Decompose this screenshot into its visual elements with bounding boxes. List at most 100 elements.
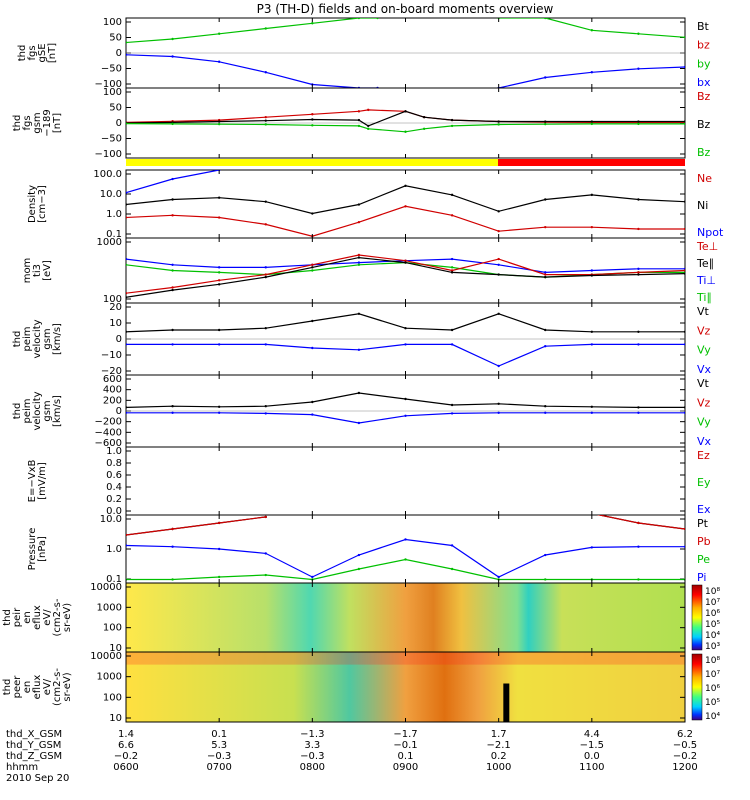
y-axis-label-line: gSE <box>37 43 48 62</box>
series-point <box>217 32 221 35</box>
y-tick-label: 10000 <box>90 582 122 593</box>
series-point <box>311 266 314 269</box>
y-tick-label: 600 <box>103 374 122 385</box>
series-line-vx <box>126 412 685 424</box>
ephemeris-y-value: −0.1 <box>393 740 417 751</box>
y-tick-label: 0 <box>116 334 122 345</box>
series-point <box>264 412 267 415</box>
series-point <box>497 273 500 276</box>
series-point <box>404 261 407 264</box>
y-axis-label-line: eV/ <box>42 609 53 626</box>
y-axis-label-line: (cm2-s- <box>52 598 63 636</box>
series-point <box>404 184 407 188</box>
series-point <box>544 328 547 332</box>
series-point <box>683 545 685 548</box>
status-bar-red <box>498 159 685 166</box>
y-tick-label: 0 <box>116 406 122 417</box>
y-axis-label-line: eV/ <box>42 678 53 695</box>
series-point <box>357 567 361 571</box>
series-point <box>264 327 267 330</box>
series-point <box>217 120 221 123</box>
series-point <box>126 411 128 414</box>
series-point <box>264 343 267 346</box>
legend-label-vx: Vx <box>697 363 712 376</box>
y-axis-label-line: [eV] <box>42 260 53 281</box>
y-tick-label: 0 <box>116 118 122 129</box>
ephemeris-x-value: 6.2 <box>677 729 693 740</box>
figure-title: P3 (TH-D) fields and on-board moments ov… <box>257 2 554 16</box>
series-point <box>590 274 594 277</box>
legend-label-vy: Vy <box>697 416 711 429</box>
series-point <box>217 196 221 199</box>
series-point <box>126 41 128 44</box>
series-point <box>311 346 314 350</box>
ephemeris-x-value: −1.3 <box>300 729 324 740</box>
series-point <box>683 269 685 272</box>
legend-label-bz: Bz <box>697 118 711 131</box>
series-point <box>544 18 547 20</box>
series-point <box>126 544 128 547</box>
series-point <box>357 220 361 224</box>
series-line-npot <box>126 170 220 194</box>
series-point <box>497 263 500 266</box>
series-point <box>171 328 174 332</box>
y-tick-label: 50 <box>109 103 122 114</box>
series-point <box>590 120 594 123</box>
y-tick-label: 1000 <box>97 602 122 613</box>
series-point <box>171 343 174 346</box>
series-point <box>217 575 221 579</box>
legend-label-ez: Ez <box>697 449 710 462</box>
series-point <box>450 257 454 261</box>
y-axis-label-line: peer <box>12 675 23 699</box>
legend-label-vt: Vt <box>697 377 710 390</box>
time-tick-label: 1000 <box>486 762 511 773</box>
series-point <box>637 198 640 201</box>
y-axis-label-line: [cm−3] <box>37 185 48 223</box>
legend-label-vy: Vy <box>697 344 711 357</box>
series-line-ne <box>126 205 685 237</box>
series-line-bx <box>126 54 685 88</box>
legend-label-ni: Ni <box>697 199 708 212</box>
series-point <box>357 124 361 128</box>
y-tick-label: 20 <box>109 302 122 313</box>
series-point <box>217 271 221 274</box>
series-point <box>404 343 407 346</box>
series-point <box>637 521 640 525</box>
y-axis-label-line: [km/s] <box>52 323 63 355</box>
ephemeris-row-label: thd_X_GSM <box>6 729 62 740</box>
series-point <box>637 227 640 231</box>
panel-fgs_gsm: 100 50 0 −50 −100 thd fgs gsm −189 [nT] Bz Bz Bz <box>12 87 711 160</box>
time-tick-label: 0800 <box>300 762 325 773</box>
legend-label-bx: bx <box>697 76 711 89</box>
series-point <box>637 67 640 70</box>
y-tick-label: 400 <box>103 385 122 396</box>
series-point <box>450 269 454 272</box>
series-point <box>450 567 454 571</box>
heatmap-area <box>126 583 685 652</box>
series-point <box>497 123 500 126</box>
y-tick-label: 1000 <box>97 237 122 248</box>
series-point <box>450 118 454 122</box>
y-tick-label: 0.2 <box>106 494 122 505</box>
series-point <box>264 405 267 408</box>
colorbar-tick-label: 10⁴ <box>705 712 720 722</box>
y-axis-label-line: [nPa] <box>37 536 48 562</box>
series-point <box>497 411 500 414</box>
colorbar-tick-label: 10⁸ <box>705 587 720 597</box>
y-axis-label-line: ti3 <box>32 264 43 277</box>
series-point <box>590 411 594 414</box>
series-point <box>544 405 547 408</box>
series-point <box>126 533 128 537</box>
series-point <box>544 76 547 79</box>
time-tick-label: 0900 <box>393 762 418 773</box>
series-point <box>126 296 128 299</box>
legend-label-by: by <box>697 57 711 70</box>
series-point <box>683 527 685 531</box>
panel-efield: 1.00.80.60.40.20.0 E=−VxB [mV/m] Ez Ey Ex <box>27 446 711 517</box>
y-axis-label-line: mom <box>22 258 33 284</box>
series-point <box>422 115 426 119</box>
colorbar-tick-label: 10⁵ <box>705 698 720 708</box>
